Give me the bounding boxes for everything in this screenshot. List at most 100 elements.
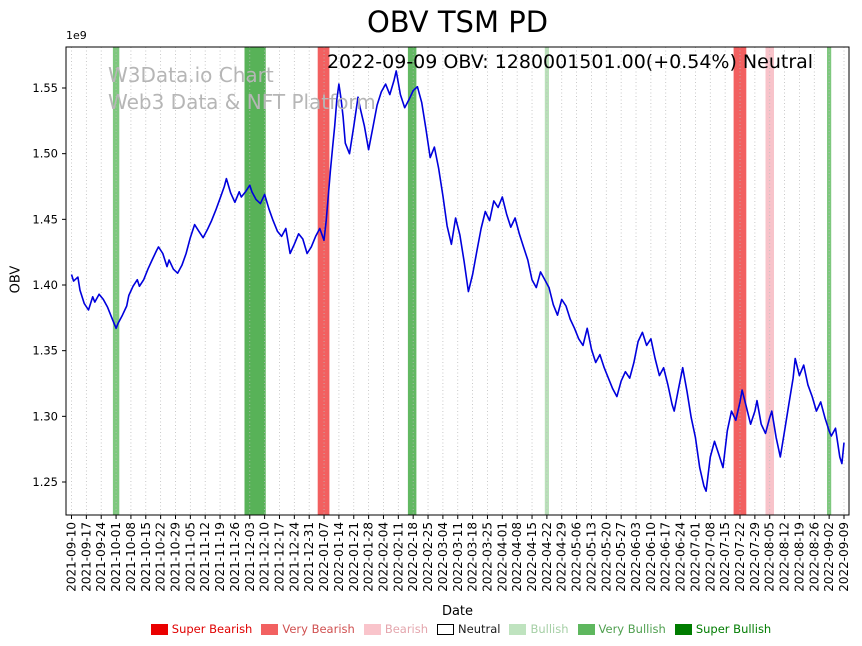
x-tick-label: 2022-05-06 [570,522,584,592]
legend-label-super-bearish: Super Bearish [171,622,253,636]
x-tick-label: 2022-05-13 [584,522,598,592]
legend-swatch-super-bullish-icon [674,623,692,635]
watermark-line-2: Web3 Data & NFT Platform [108,90,376,114]
signal-band [407,47,417,515]
signal-band [827,47,832,515]
x-tick-label: 2022-04-08 [510,522,524,592]
legend-swatch-very-bearish-icon [261,623,279,635]
x-tick-label: 2022-05-20 [599,522,613,592]
legend-label-bearish: Bearish [384,622,429,636]
x-tick-label: 2021-10-01 [109,522,123,592]
y-tick-label: 1.45 [32,212,58,226]
x-tick-label: 2022-02-25 [421,522,435,592]
y-axis-label: OBV [8,265,24,294]
legend-item-bearish: Bearish [363,622,429,636]
signal-band [317,47,330,515]
x-tick-label: 2021-10-08 [124,522,138,592]
x-tick-label: 2022-06-03 [629,522,643,592]
y-tick-label: 1.25 [32,475,58,489]
signal-band [112,47,120,515]
x-tick-label: 2022-04-22 [540,522,554,592]
x-tick-label: 2022-07-01 [688,522,702,592]
x-tick-label: 2022-03-25 [480,522,494,592]
x-tick-label: 2022-03-04 [436,522,450,592]
x-tick-label: 2021-09-17 [79,522,93,592]
legend-item-neutral: Neutral [437,622,500,636]
x-tick-label: 2022-04-01 [495,522,509,592]
legend-swatch-super-bearish-icon [150,623,168,635]
x-tick-label: 2022-02-18 [406,522,420,592]
x-tick-label: 2021-09-24 [94,522,108,592]
x-tick-label: 2022-09-09 [837,522,851,592]
legend: Super Bearish Very Bearish Bearish Neutral B… [66,622,856,636]
x-tick-label: 2022-06-24 [674,522,688,592]
axes-spines [65,46,850,516]
x-tick-label: 2022-04-15 [525,522,539,592]
x-axis-label: Date [441,604,474,619]
legend-swatch-bearish-icon [363,623,381,635]
y-tick-label: 1.30 [32,409,58,423]
legend-item-very-bearish: Very Bearish [261,622,355,636]
y-tick-label: 1.35 [32,344,58,358]
obv-line [70,70,845,492]
x-tick-label: 2022-01-07 [317,522,331,592]
legend-label-bullish: Bullish [530,622,569,636]
signal-band [733,47,747,515]
x-tick-label: 2022-02-04 [376,522,390,592]
x-tick-label: 2022-06-17 [659,522,673,592]
x-tick-label: 2022-08-26 [807,522,821,592]
x-tick-label: 2022-03-11 [451,522,465,592]
legend-item-bullish: Bullish [509,622,569,636]
signal-band [544,47,549,515]
legend-label-super-bullish: Super Bullish [695,622,772,636]
y-tick-label: 1.40 [32,278,58,292]
x-tick-label: 2021-11-26 [228,522,242,592]
x-tick-label: 2022-08-19 [792,522,806,592]
legend-swatch-neutral-icon [437,623,455,635]
x-tick-label: 2022-02-11 [391,522,405,592]
chart-annotation: 2022-09-09 OBV: 1280001501.00(+0.54%) Ne… [326,51,814,73]
x-tick-label: 2021-11-12 [198,522,212,592]
x-tick-label: 2022-07-22 [733,522,747,592]
x-tick-label: 2022-06-10 [644,522,658,592]
watermark: W3Data.io Chart Web3 Data & NFT Platform [108,62,376,116]
x-tick-label: 2022-07-29 [748,522,762,592]
x-tick-label: 2021-12-24 [287,522,301,592]
x-tick-label: 2022-08-05 [763,522,777,592]
x-tick-label: 2021-12-17 [272,522,286,592]
x-tick-label: 2022-03-18 [466,522,480,592]
x-tick-label: 2021-11-05 [183,522,197,592]
x-tick-label: 2022-01-21 [347,522,361,592]
x-tick-label: 2021-10-22 [154,522,168,592]
y-tick-label: 1.50 [32,147,58,161]
signal-band [765,47,774,515]
y-tick-label: 1.55 [32,81,58,95]
x-tick-label: 2022-01-28 [362,522,376,592]
x-tick-label: 2022-01-14 [332,522,346,592]
x-tick-label: 2021-09-10 [65,522,79,592]
legend-label-very-bearish: Very Bearish [282,622,355,636]
watermark-line-1: W3Data.io Chart [108,63,274,87]
x-tick-label: 2022-05-27 [614,522,628,592]
signal-band [244,47,266,515]
x-tick-label: 2021-12-03 [243,522,257,592]
x-tick-label: 2022-09-02 [822,522,836,592]
legend-swatch-bullish-icon [509,623,527,635]
legend-item-super-bearish: Super Bearish [150,622,253,636]
x-tick-label: 2022-07-08 [703,522,717,592]
x-tick-label: 2021-12-31 [302,522,316,592]
legend-label-neutral: Neutral [458,622,501,636]
x-tick-label: 2022-04-29 [555,522,569,592]
x-tick-label: 2021-11-19 [213,522,227,592]
legend-item-very-bullish: Very Bullish [577,622,666,636]
x-tick-label: 2021-10-29 [168,522,182,592]
x-tick-label: 2021-10-15 [139,522,153,592]
chart-title: OBV TSM PD [366,5,549,39]
x-tick-label: 2021-12-10 [258,522,272,592]
x-tick-label: 2022-07-15 [718,522,732,592]
y-axis-offset-label: 1e9 [66,29,87,42]
legend-item-super-bullish: Super Bullish [674,622,772,636]
legend-label-very-bullish: Very Bullish [598,622,666,636]
